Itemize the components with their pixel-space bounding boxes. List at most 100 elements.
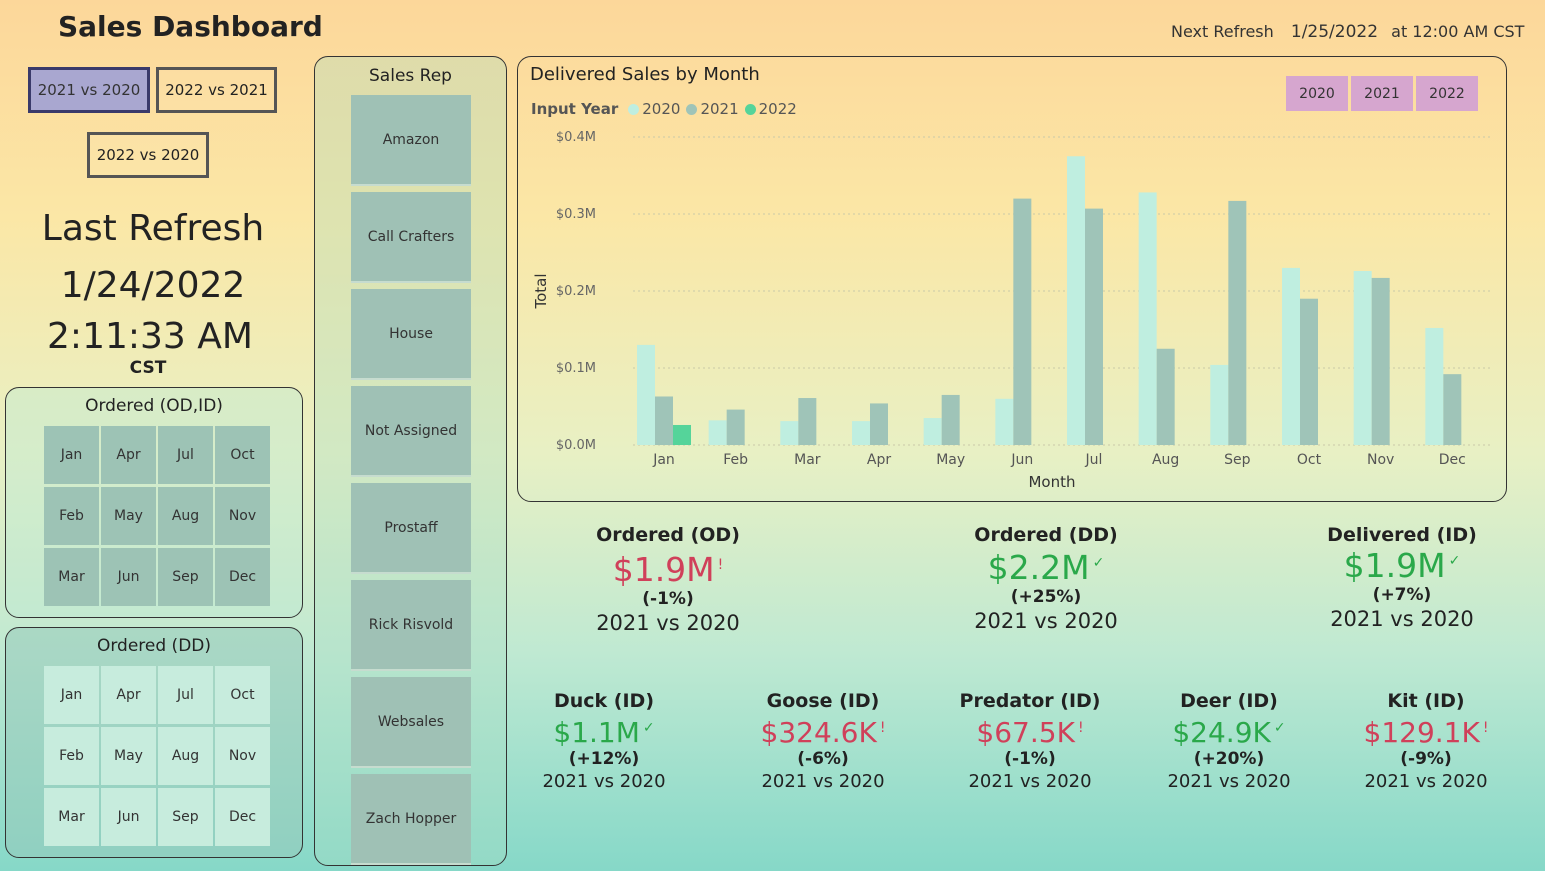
bar-2021-oct bbox=[1300, 298, 1318, 445]
x-tick-label: Jul bbox=[1085, 452, 1103, 468]
kpi-percent-change: (+7%) bbox=[1372, 585, 1432, 605]
month-jun[interactable]: Jun bbox=[101, 788, 156, 846]
month-jul[interactable]: Jul bbox=[158, 666, 213, 724]
sales-rep-not-assigned[interactable]: Not Assigned bbox=[351, 386, 471, 477]
kpi-comparison: 2021 vs 2020 bbox=[968, 771, 1092, 792]
kpi-title: Duck (ID) bbox=[553, 690, 655, 712]
legend-title: Input Year bbox=[531, 100, 619, 118]
year-2021-button[interactable]: 2021 bbox=[1351, 76, 1413, 111]
checkmark-icon: ✓ bbox=[642, 719, 655, 736]
bar-2020-jul bbox=[1067, 156, 1085, 445]
y-tick-label: $0.1M bbox=[556, 361, 596, 376]
month-feb[interactable]: Feb bbox=[44, 727, 99, 785]
month-nov[interactable]: Nov bbox=[215, 727, 270, 785]
year-2020-button[interactable]: 2020 bbox=[1286, 76, 1348, 111]
kpi-ordered-od: Ordered (OD) $1.9M! (-1%) 2021 vs 2020 bbox=[568, 524, 768, 635]
last-refresh-label: Last Refresh bbox=[41, 208, 265, 249]
kpi-title: Ordered (OD) bbox=[596, 524, 740, 546]
sales-rep-call-crafters[interactable]: Call Crafters bbox=[351, 192, 471, 283]
next-refresh: Next Refresh 1/25/2022 at 12:00 AM CST bbox=[1171, 22, 1524, 42]
last-refresh-time: 2:11:33 AM bbox=[47, 316, 253, 357]
month-oct[interactable]: Oct bbox=[215, 426, 270, 484]
kpi-comparison: 2021 vs 2020 bbox=[1330, 607, 1474, 631]
kpi-title: Deer (ID) bbox=[1180, 690, 1278, 712]
month-apr[interactable]: Apr bbox=[101, 666, 156, 724]
delivered-sales-chart-panel bbox=[517, 56, 1507, 502]
kpi-percent-change: (+25%) bbox=[1010, 587, 1082, 607]
month-jun[interactable]: Jun bbox=[101, 548, 156, 606]
bar-2021-jun bbox=[1013, 198, 1032, 445]
month-aug[interactable]: Aug bbox=[158, 727, 213, 785]
kpi-title: Goose (ID) bbox=[766, 690, 880, 712]
kpi-value: $1.9M ✓ bbox=[1343, 546, 1461, 585]
kpi-comparison: 2021 vs 2020 bbox=[1364, 771, 1488, 792]
bar-2020-sep bbox=[1210, 364, 1229, 445]
sales-rep-house[interactable]: House bbox=[351, 289, 471, 380]
x-tick-label: May bbox=[936, 452, 965, 468]
delivered-sales-bar-chart: $0.0M $0.1M $0.2M $0.3M $0.4M Total Month Jan Fe… bbox=[532, 130, 1493, 491]
warning-icon: ! bbox=[879, 719, 886, 736]
kpi-comparison: 2021 vs 2020 bbox=[761, 771, 885, 792]
month-aug[interactable]: Aug bbox=[158, 487, 213, 545]
compare-2022-vs-2021-button[interactable]: 2022 vs 2021 bbox=[156, 67, 277, 113]
x-tick-label: Nov bbox=[1367, 452, 1394, 468]
bar-2020-jan bbox=[637, 344, 655, 445]
y-tick-label: $0.2M bbox=[556, 284, 596, 299]
kpi-title: Delivered (ID) bbox=[1327, 524, 1477, 546]
sales-rep-rick-risvold[interactable]: Rick Risvold bbox=[351, 580, 471, 671]
month-may[interactable]: May bbox=[101, 727, 156, 785]
kpi-ordered-dd: Ordered (DD) $2.2M ✓ (+25%) 2021 vs 2020 bbox=[946, 524, 1146, 633]
month-may[interactable]: May bbox=[101, 487, 156, 545]
month-feb[interactable]: Feb bbox=[44, 487, 99, 545]
month-sep[interactable]: Sep bbox=[158, 548, 213, 606]
kpi-percent-change: (-6%) bbox=[797, 749, 849, 769]
sales-rep-amazon[interactable]: Amazon bbox=[351, 95, 471, 186]
y-tick-label: $0.4M bbox=[556, 130, 596, 145]
chart-title: Delivered Sales by Month bbox=[530, 64, 760, 85]
month-dec[interactable]: Dec bbox=[215, 788, 270, 846]
kpi-value: $24.9K ✓ bbox=[1172, 716, 1286, 749]
x-tick-label: Mar bbox=[794, 452, 821, 468]
x-tick-label: Feb bbox=[723, 452, 748, 468]
sales-rep-prostaff[interactable]: Prostaff bbox=[351, 483, 471, 574]
month-mar[interactable]: Mar bbox=[44, 788, 99, 846]
kpi-percent-change: (-9%) bbox=[1400, 749, 1452, 769]
sales-rep-websales[interactable]: Websales bbox=[351, 677, 471, 768]
month-nov[interactable]: Nov bbox=[215, 487, 270, 545]
kpi-value: $1.1M ✓ bbox=[553, 716, 655, 749]
x-tick-label: Aug bbox=[1152, 452, 1179, 468]
month-sep[interactable]: Sep bbox=[158, 788, 213, 846]
year-2022-button[interactable]: 2022 bbox=[1416, 76, 1478, 111]
sales-rep-zach-hopper[interactable]: Zach Hopper bbox=[351, 774, 471, 865]
bar-2020-apr bbox=[852, 421, 870, 445]
month-oct[interactable]: Oct bbox=[215, 666, 270, 724]
kpi-goose-id: Goose (ID) $324.6K! (-6%) 2021 vs 2020 bbox=[733, 690, 913, 792]
month-jan[interactable]: Jan bbox=[44, 426, 99, 484]
compare-2022-vs-2020-button[interactable]: 2022 vs 2020 bbox=[87, 132, 209, 178]
ordered-od-month-slicer: Ordered (OD,ID) Jan Apr Jul Oct Feb May … bbox=[5, 387, 303, 618]
month-dec[interactable]: Dec bbox=[215, 548, 270, 606]
sales-rep-list: Amazon Call Crafters House Not Assigned … bbox=[351, 95, 471, 871]
legend-2021-label: 2021 bbox=[700, 100, 739, 118]
month-jul[interactable]: Jul bbox=[158, 426, 213, 484]
sales-rep-slicer: Sales Rep Amazon Call Crafters House Not… bbox=[314, 56, 507, 866]
slicer-title: Sales Rep bbox=[369, 66, 452, 86]
kpi-deer-id: Deer (ID) $24.9K ✓ (+20%) 2021 vs 2020 bbox=[1139, 690, 1319, 792]
legend-2022-swatch bbox=[744, 103, 756, 115]
next-refresh-label: Next Refresh bbox=[1171, 22, 1274, 41]
bar-2021-may bbox=[941, 394, 960, 445]
checkmark-icon: ✓ bbox=[1448, 553, 1461, 569]
chart-legend: Input Year 2020 2021 2022 bbox=[531, 100, 797, 118]
month-jan[interactable]: Jan bbox=[44, 666, 99, 724]
month-mar[interactable]: Mar bbox=[44, 548, 99, 606]
kpi-kit-id: Kit (ID) $129.1K! (-9%) 2021 vs 2020 bbox=[1336, 690, 1516, 792]
month-apr[interactable]: Apr bbox=[101, 426, 156, 484]
x-tick-label: Sep bbox=[1224, 452, 1251, 468]
bar-2020-may bbox=[923, 418, 942, 445]
compare-2021-vs-2020-button[interactable]: 2021 vs 2020 bbox=[28, 67, 150, 113]
x-tick-label: Dec bbox=[1439, 452, 1466, 468]
bar-2021-feb bbox=[726, 409, 745, 445]
kpi-value: $1.9M! bbox=[612, 550, 724, 589]
last-refresh-date: 1/24/2022 bbox=[60, 265, 246, 306]
kpi-percent-change: (+20%) bbox=[1193, 749, 1265, 769]
